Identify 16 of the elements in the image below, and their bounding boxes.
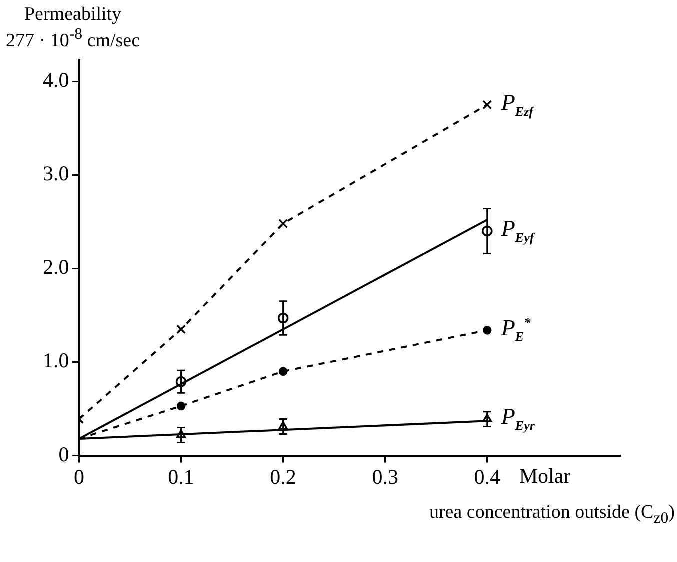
series-label: P$_{Eyr}$ bbox=[501, 404, 535, 434]
y-tick-label: 0 bbox=[58, 442, 70, 466]
series-label: P$_{Ezf}$ bbox=[501, 90, 534, 120]
x-tick-label: 0.1 bbox=[168, 464, 194, 489]
y-tick-label: 4.0 bbox=[43, 68, 70, 92]
x-axis-title: urea concentration outside (C$_{z0}$) bbox=[429, 502, 675, 528]
y-tick-label: 3.0 bbox=[43, 162, 70, 186]
x-tick-label: 0 bbox=[74, 464, 84, 489]
text: Molar bbox=[519, 464, 571, 488]
x-tick-label: 0.4 bbox=[474, 464, 501, 489]
y-tick-label: 2.0 bbox=[43, 255, 70, 280]
x-tick-label: 0.3 bbox=[372, 464, 398, 489]
x-tick-label: 0.2 bbox=[270, 464, 296, 489]
y-axis-title: Permeability 277 · 10$^{-8}$ cm/sec bbox=[6, 4, 140, 52]
series-label: P$_{Eyf}$ bbox=[501, 216, 534, 246]
y-tick-label: 1.0 bbox=[43, 348, 70, 373]
